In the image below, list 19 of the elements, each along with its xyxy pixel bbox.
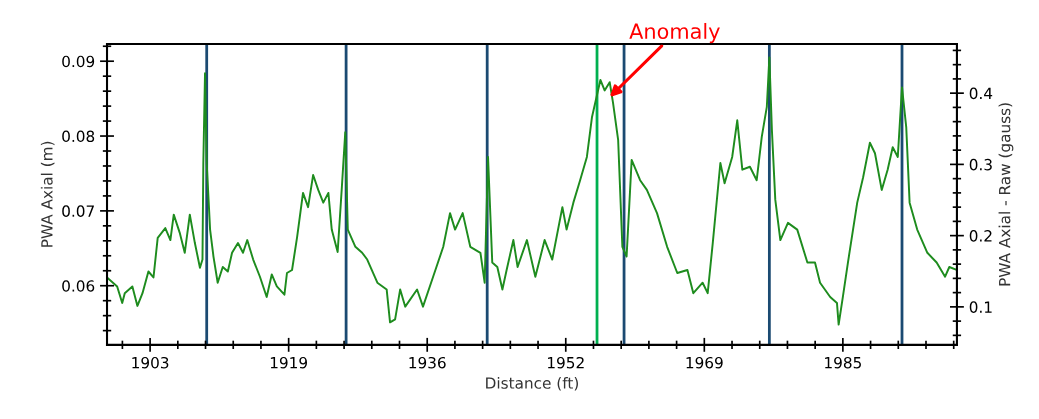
y-tick-label: 0.06 — [62, 280, 95, 292]
y2-tick-label: 0.4 — [969, 87, 993, 100]
x-tick-label: 1985 — [825, 356, 861, 369]
line-series — [107, 56, 957, 326]
y-tick-label: 0.08 — [62, 130, 95, 143]
y-axis-title: PWA Axial (m) — [40, 141, 55, 247]
y2-tick-label: 0.1 — [969, 301, 992, 313]
x-tick-label: 1952 — [548, 356, 584, 369]
x-tick-label: 1919 — [270, 356, 308, 369]
x-tick-label: 1969 — [686, 356, 723, 369]
y2-tick-label: 0.3 — [969, 158, 992, 171]
y-tick-label: 0.09 — [62, 55, 95, 68]
x-axis-title: Distance (ft) — [486, 376, 578, 391]
y-tick-label: 0.07 — [62, 205, 94, 217]
y2-tick-label: 0.2 — [969, 230, 992, 242]
annotation: Anomaly — [629, 22, 720, 44]
y2-axis-title: PWA Axial - Raw (gauss) — [998, 103, 1014, 286]
x-tick-label: 1936 — [409, 356, 446, 369]
x-tick-label: 1903 — [132, 356, 169, 369]
